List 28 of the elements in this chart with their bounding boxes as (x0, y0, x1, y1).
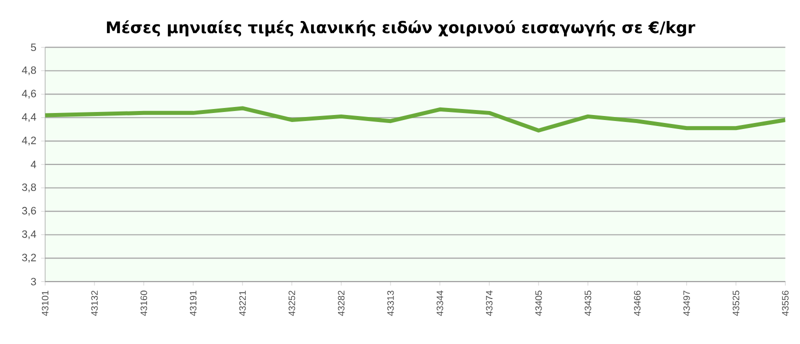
x-tick-label: 43525 (732, 290, 740, 316)
y-tick-label: 5 (30, 44, 36, 52)
x-tick-label: 43160 (140, 290, 148, 316)
x-tick-label: 43313 (387, 290, 394, 316)
y-tick-label: 3,2 (22, 254, 36, 263)
x-tick-label: 43497 (683, 290, 690, 316)
x-tick-label: 43132 (91, 290, 98, 316)
x-tick-label: 43191 (190, 290, 196, 316)
y-tick-label: 3,8 (22, 184, 36, 192)
x-tick-label: 43101 (42, 290, 48, 316)
y-tick-label: 4 (30, 160, 36, 168)
x-tick-label: 43466 (634, 290, 641, 316)
x-tick-label: 43221 (239, 290, 246, 316)
x-tick-label: 43405 (535, 290, 542, 316)
chart-title: Μέσες μηνιαίες τιμές λιανικής ειδών χοιρινού εισαγωγής σε €/kgr (106, 20, 696, 37)
x-tick-label: 43374 (486, 290, 493, 316)
y-tick-label: 3 (30, 278, 36, 286)
x-tick-label: 43282 (338, 290, 344, 316)
y-tick-label: 3,6 (22, 206, 36, 216)
y-tick-label: 4,6 (22, 90, 36, 99)
x-tick-label: 43344 (436, 290, 444, 316)
y-tick-label: 4,8 (22, 66, 36, 76)
y-tick-label: 4,2 (22, 136, 36, 146)
y-tick-label: 4,4 (22, 113, 36, 122)
y-tick-label: 3,4 (22, 230, 36, 240)
x-tick-label: 43435 (584, 290, 592, 316)
x-tick-label: 43556 (782, 290, 789, 316)
x-tick-label: 43252 (288, 290, 296, 316)
